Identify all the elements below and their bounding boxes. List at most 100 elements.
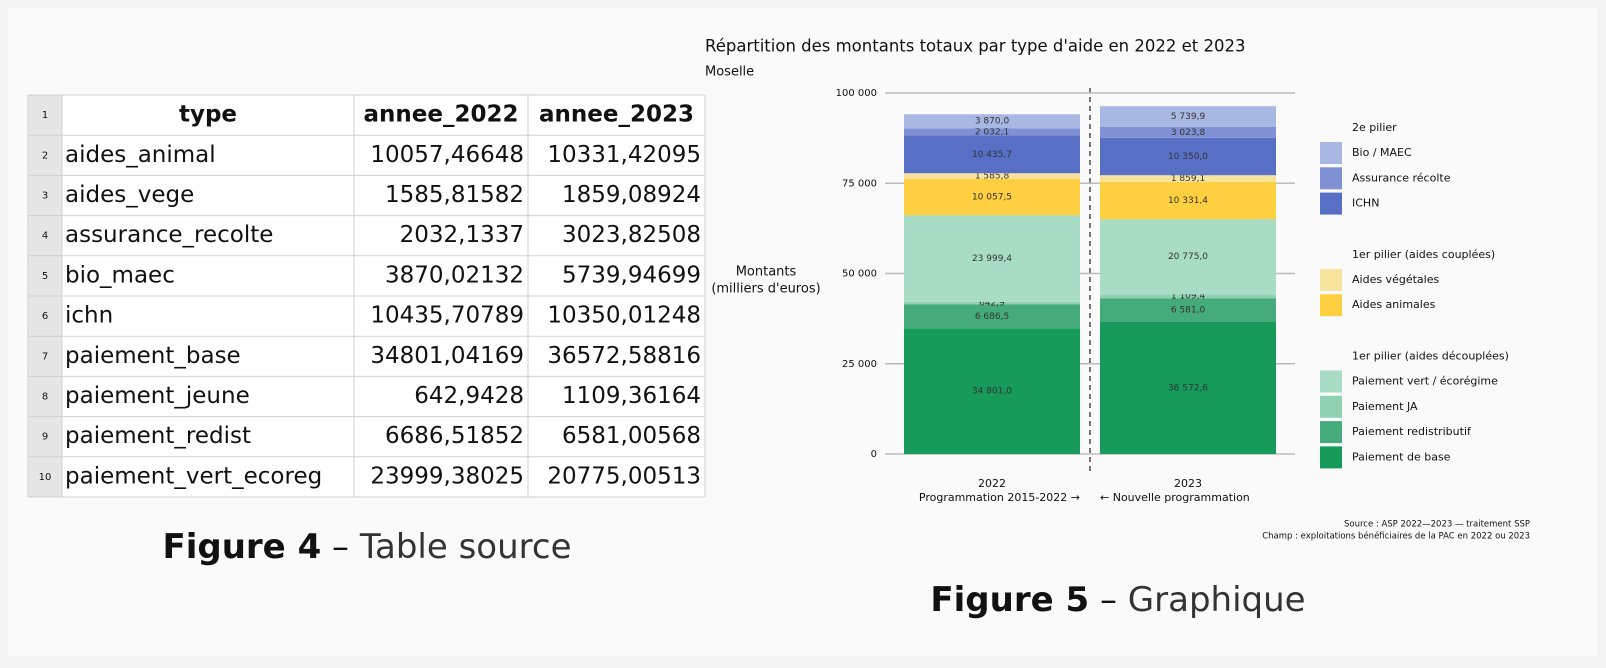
legend-group-title: 2e pilier — [1352, 121, 1397, 134]
table-cell: 10057,46648 — [370, 142, 524, 168]
row-number: 7 — [42, 351, 48, 362]
value-label: 5 739,9 — [1171, 112, 1206, 122]
bar-segment — [904, 114, 1080, 129]
value-label: 6 581,0 — [1171, 306, 1206, 316]
bar-segment — [1100, 294, 1276, 299]
row-number: 8 — [42, 392, 48, 403]
bar-segment — [904, 178, 1080, 216]
table-cell: 1859,08924 — [562, 182, 701, 208]
legend-swatch — [1320, 268, 1342, 291]
legend-label: Assurance récolte — [1352, 171, 1451, 184]
row-number: 4 — [42, 231, 48, 242]
row-number: 10 — [39, 472, 52, 483]
table-cell: 6686,51852 — [385, 423, 524, 449]
y-tick-label: 50 000 — [842, 269, 877, 280]
table-cell: 642,9428 — [414, 383, 524, 409]
legend-label: Paiement vert / écorégime — [1352, 375, 1498, 388]
legend-label: Bio / MAEC — [1352, 146, 1412, 159]
caption-separator: – — [1089, 580, 1117, 620]
legend-label: ICHN — [1352, 197, 1379, 210]
bar-segment — [1100, 106, 1276, 127]
value-label: 1 859,1 — [1171, 174, 1205, 184]
bar-segment — [904, 301, 1080, 305]
column-header: type — [179, 102, 237, 128]
table-cell: ichn — [65, 303, 113, 329]
table-cell: 34801,04169 — [370, 343, 524, 369]
figure-caption: Figure 4 – Table source — [162, 527, 571, 567]
row-number: 3 — [42, 191, 48, 202]
caption-text: Graphique — [1117, 580, 1306, 620]
value-label: 34 801,0 — [972, 387, 1012, 397]
legend-label: Aides végétales — [1352, 273, 1439, 286]
bar-segment — [1100, 181, 1276, 220]
table-cell: 10331,42095 — [547, 142, 701, 168]
table-cell: 23999,38025 — [370, 463, 524, 489]
value-label: 23 999,4 — [972, 254, 1012, 264]
table-cell: 2032,1337 — [400, 222, 524, 248]
caption-separator: – — [321, 527, 349, 567]
value-label: 10 331,4 — [1168, 196, 1208, 206]
table-cell: 3023,82508 — [562, 222, 701, 248]
table-cell: assurance_recolte — [65, 222, 273, 248]
legend-group-title: 1er pilier (aides couplées) — [1352, 248, 1495, 261]
caption-label: Figure 4 — [162, 527, 321, 567]
row-number: 1 — [42, 110, 48, 121]
bar-segment — [904, 135, 1080, 174]
legend-swatch — [1320, 395, 1342, 418]
y-tick-label: 100 000 — [836, 88, 877, 99]
bar-segment — [1100, 219, 1276, 295]
bar-segment — [1100, 298, 1276, 322]
chart-title: Répartition des montants totaux par type… — [705, 37, 1245, 56]
bar-segment — [904, 128, 1080, 136]
legend-group-title: 1er pilier (aides découplées) — [1352, 350, 1509, 363]
table-cell: aides_animal — [65, 142, 216, 168]
y-tick-label: 25 000 — [842, 359, 877, 370]
table-cell: 10435,70789 — [370, 303, 524, 329]
value-label: 2 032,1 — [975, 127, 1009, 137]
legend-label: Paiement redistributif — [1352, 425, 1472, 438]
y-tick-label: 75 000 — [842, 178, 877, 189]
value-label: 20 775,0 — [1168, 252, 1208, 262]
table-cell: bio_maec — [65, 262, 175, 288]
value-label: 6 686,5 — [975, 312, 1009, 322]
table-cell: paiement_redist — [65, 423, 251, 449]
x-tick-label: 2022 — [978, 477, 1006, 490]
value-label: 1 585,8 — [975, 172, 1010, 182]
value-label: 10 435,7 — [972, 150, 1012, 160]
table-cell: paiement_vert_ecoreg — [65, 463, 322, 489]
bar-segment — [904, 215, 1080, 302]
value-label: 36 572,6 — [1168, 383, 1208, 393]
row-number: 2 — [42, 150, 48, 161]
source-note: Champ : exploitations bénéficiaires de l… — [1262, 531, 1530, 542]
row-number: 5 — [42, 271, 48, 282]
column-header: annee_2022 — [364, 102, 519, 128]
x-tick-sublabel: ← Nouvelle programmation — [1100, 491, 1250, 504]
bar-segment — [904, 173, 1080, 179]
column-header: annee_2023 — [539, 102, 694, 128]
table-cell: aides_vege — [65, 182, 194, 208]
value-label: 3 870,0 — [975, 117, 1010, 127]
legend-swatch — [1320, 421, 1342, 444]
legend-swatch — [1320, 142, 1342, 164]
table-cell: 36572,58816 — [547, 343, 701, 369]
table-cell: 1585,81582 — [385, 182, 524, 208]
figure-caption: Figure 5 – Graphique — [930, 580, 1305, 620]
caption-text: Table source — [349, 527, 571, 567]
legend-label: Aides animales — [1352, 298, 1436, 311]
bar-segment — [1100, 137, 1276, 176]
chart-subtitle: Moselle — [705, 65, 754, 80]
table-cell: 1109,36164 — [562, 383, 701, 409]
row-number: 6 — [42, 311, 48, 322]
value-label: 642,9 — [979, 299, 1005, 309]
bar-segment — [1100, 321, 1276, 454]
table-cell: paiement_base — [65, 343, 241, 369]
y-tick-label: 0 — [871, 449, 877, 460]
bar-segment — [1100, 175, 1276, 182]
y-axis-label: Montants — [736, 265, 797, 280]
legend-swatch — [1320, 167, 1342, 190]
table-cell: 10350,01248 — [547, 303, 701, 329]
value-label: 10 350,0 — [1168, 152, 1208, 162]
value-label: 1 109,4 — [1171, 292, 1206, 302]
bar-segment — [904, 304, 1080, 329]
